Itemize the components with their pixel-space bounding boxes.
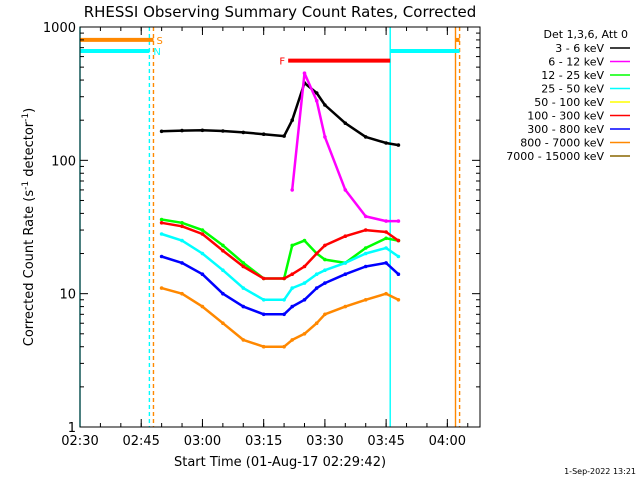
timestamp: 1-Sep-2022 13:21 bbox=[564, 467, 636, 476]
legend-header: Det 1,3,6, Att 0 bbox=[544, 28, 628, 41]
flare-label: F bbox=[279, 57, 285, 68]
x-tick-label: 03:15 bbox=[245, 434, 282, 449]
series-line bbox=[161, 81, 399, 147]
annotation-layer: SN F bbox=[79, 27, 461, 427]
y-tick-label: 100 bbox=[51, 154, 76, 169]
y-tick-label: 10 bbox=[59, 288, 76, 303]
legend-label: 300 - 800 keV bbox=[527, 123, 604, 136]
x-tick-label: 03:45 bbox=[367, 434, 404, 449]
night-label: N bbox=[153, 47, 160, 58]
legend-label: 100 - 300 keV bbox=[527, 110, 604, 123]
legend-label: 800 - 7000 keV bbox=[520, 137, 604, 150]
series-line bbox=[161, 218, 399, 280]
legend-label: 12 - 25 keV bbox=[541, 69, 604, 82]
legend-label: 50 - 100 keV bbox=[534, 96, 604, 109]
y-axis-label: Corrected Count Rate (s-1 detector-1) bbox=[21, 108, 37, 346]
series-line bbox=[161, 255, 400, 316]
x-axis-label: Start Time (01-Aug-17 02:29:42) bbox=[174, 455, 386, 470]
x-tick-label: 04:00 bbox=[429, 434, 466, 449]
y-axis: 1 10 100 1000 bbox=[43, 21, 480, 436]
series-line bbox=[161, 286, 399, 348]
legend-label: 7000 - 15000 keV bbox=[506, 150, 604, 163]
chart-title: RHESSI Observing Summary Count Rates, Co… bbox=[84, 3, 477, 21]
x-tick-label: 03:00 bbox=[184, 434, 221, 449]
x-tick-label: 02:45 bbox=[122, 434, 159, 449]
x-tick-label: 02:30 bbox=[61, 434, 98, 449]
saa-label: S bbox=[156, 36, 162, 47]
legend-label: 3 - 6 keV bbox=[555, 42, 604, 55]
y-tick-label: 1000 bbox=[43, 21, 76, 36]
series-line bbox=[161, 221, 400, 280]
x-axis: 02:30 02:45 03:00 03:15 03:30 03:45 04:00 bbox=[61, 27, 469, 449]
series-layer bbox=[159, 71, 401, 349]
plot-frame bbox=[79, 26, 481, 428]
series-line bbox=[161, 232, 400, 302]
legend-label: 25 - 50 keV bbox=[541, 83, 604, 96]
series-line bbox=[290, 71, 399, 223]
x-tick-label: 03:30 bbox=[306, 434, 343, 449]
legend-label: 6 - 12 keV bbox=[548, 56, 604, 69]
y-tick-label: 1 bbox=[68, 421, 76, 436]
